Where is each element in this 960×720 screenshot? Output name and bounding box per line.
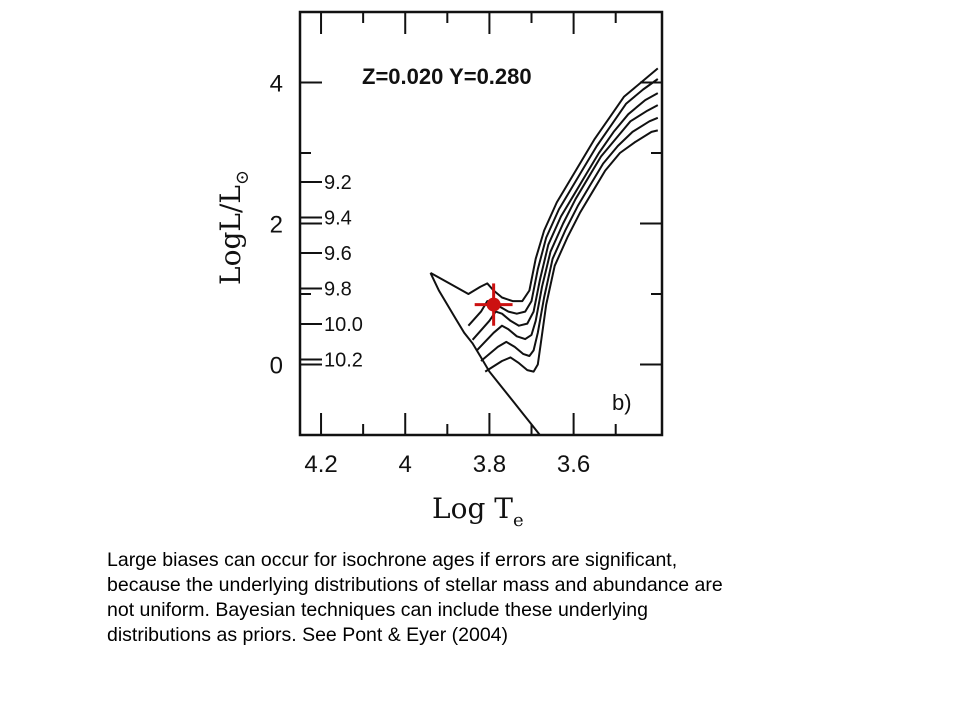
y-tick-labels: 4 2 0 — [270, 71, 283, 380]
isochrone-10.0 — [481, 118, 658, 361]
chart-title: Z=0.020 Y=0.280 — [362, 64, 532, 89]
y-tick-label-2: 0 — [270, 353, 283, 380]
isochrone-age-labels: 9.2 9.4 9.6 9.8 10.0 10.2 — [300, 172, 363, 372]
x-tick-label-2: 3.8 — [473, 451, 506, 478]
caption-line-1: Large biases can occur for isochrone age… — [107, 548, 867, 573]
y-tick-label-1: 2 — [270, 212, 283, 239]
age-label-1: 9.4 — [324, 208, 352, 230]
caption-text: Large biases can occur for isochrone age… — [107, 548, 867, 648]
y-axis-label-sun-symbol: ⊙ — [232, 170, 253, 185]
caption-line-2: because the underlying distributions of … — [107, 573, 867, 598]
age-label-5: 10.2 — [324, 350, 363, 372]
age-label-4: 10.0 — [324, 314, 363, 336]
point-marker — [487, 298, 501, 312]
x-axis-label-subscript: e — [513, 510, 524, 531]
isochrone-10.2 — [485, 130, 658, 371]
caption-line-4: distributions as priors. See Pont & Eyer… — [107, 623, 867, 648]
y-tick-label-0: 4 — [270, 71, 283, 98]
age-label-2: 9.6 — [324, 243, 352, 265]
y-axis-label-main: LogL/L — [214, 185, 247, 285]
x-axis-label-main: Log T — [432, 492, 513, 525]
x-tick-label-0: 4.2 — [304, 451, 337, 478]
caption-line-3: not uniform. Bayesian techniques can inc… — [107, 598, 867, 623]
x-tick-label-3: 3.6 — [557, 451, 590, 478]
age-label-3: 9.8 — [324, 279, 352, 301]
y-axis-label: LogL/L⊙ — [214, 170, 253, 285]
x-tick-label-1: 4 — [399, 451, 412, 478]
x-axis-label: Log Te — [432, 492, 524, 531]
panel-label: b) — [612, 390, 632, 415]
x-tick-labels: 4.2 4 3.8 3.6 — [304, 451, 590, 478]
observed-star-point — [475, 283, 513, 325]
isochrone-9.4 — [468, 79, 657, 326]
age-label-0: 9.2 — [324, 172, 352, 194]
